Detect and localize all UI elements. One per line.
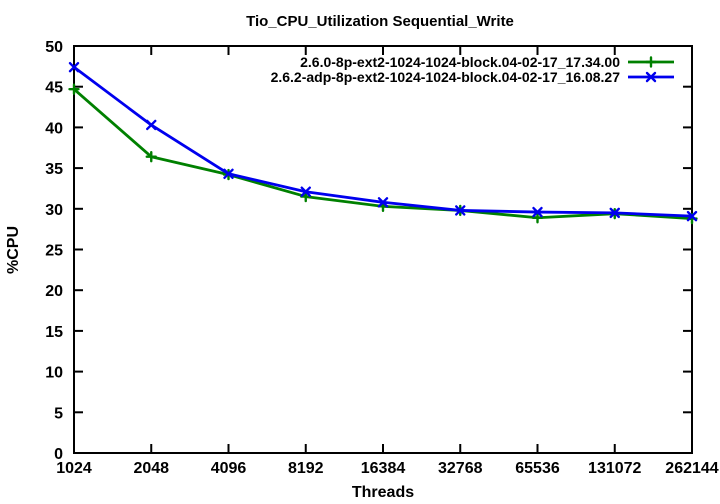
y-tick-label-25: 25 [45, 243, 63, 260]
plot-border [73, 45, 693, 454]
series-1-line [73, 66, 693, 218]
y-tick-label-0: 0 [54, 446, 63, 463]
x-tick-label-32768: 32768 [438, 460, 483, 477]
y-tick-label-35: 35 [45, 161, 63, 178]
legend-sample-marker-0 [645, 56, 657, 68]
y-tick-label-40: 40 [45, 120, 63, 137]
x-tick-label-262144: 262144 [665, 460, 718, 477]
y-tick-label-5: 5 [54, 405, 63, 422]
legend-label-series-1: 2.6.2-adp-8p-ext2-1024-1024-block.04-02-… [271, 69, 621, 85]
x-tick-label-2048: 2048 [133, 460, 169, 477]
y-tick-label-50: 50 [45, 39, 63, 56]
x-tick-label-4096: 4096 [211, 460, 247, 477]
plot-area: 1024 2048 4096 8192 16384 32768 65536 131072 262… [45, 39, 719, 477]
chart-title: Tio_CPU_Utilization Sequential_Write [246, 13, 514, 30]
y-tick-label-20: 20 [45, 283, 63, 300]
x-tick-label-1024: 1024 [56, 460, 92, 477]
y-tick-label-15: 15 [45, 324, 63, 341]
series-1-markers [68, 61, 698, 222]
x-axis-label: Threads [352, 484, 414, 501]
legend-label-series-0: 2.6.0-8p-ext2-1024-1024-block.04-02-17_1… [300, 54, 620, 70]
x-tick-label-65536: 65536 [515, 460, 560, 477]
y-tick-label-10: 10 [45, 365, 63, 382]
y-axis-label: %CPU [5, 226, 22, 274]
x-tick-label-8192: 8192 [288, 460, 324, 477]
legend: 2.6.0-8p-ext2-1024-1024-block.04-02-17_1… [271, 54, 621, 85]
series-0-line [73, 88, 693, 220]
y-tick-label-45: 45 [45, 80, 63, 97]
legend-sample-marker-1 [645, 71, 657, 83]
y-tick-label-30: 30 [45, 202, 63, 219]
x-tick-label-131072: 131072 [588, 460, 641, 477]
x-tick-label-16384: 16384 [361, 460, 406, 477]
